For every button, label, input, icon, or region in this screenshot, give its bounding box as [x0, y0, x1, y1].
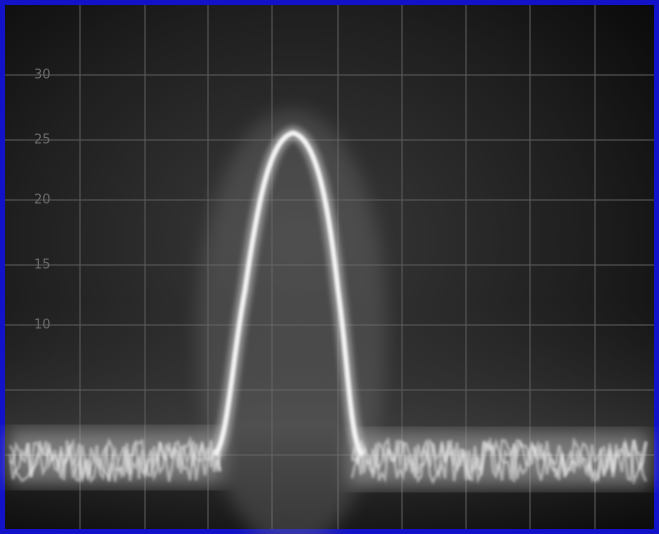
scale-label: 10	[34, 318, 51, 333]
scale-label: 25	[34, 133, 51, 148]
page: 3025201510 (() => { const data = JSON.pa…	[0, 0, 659, 534]
scope-screen: 30 25 20 15 10	[0, 0, 659, 534]
scale-label: 30	[34, 68, 51, 83]
scale-label: 20	[34, 193, 51, 208]
scale-label: 15	[34, 258, 51, 273]
